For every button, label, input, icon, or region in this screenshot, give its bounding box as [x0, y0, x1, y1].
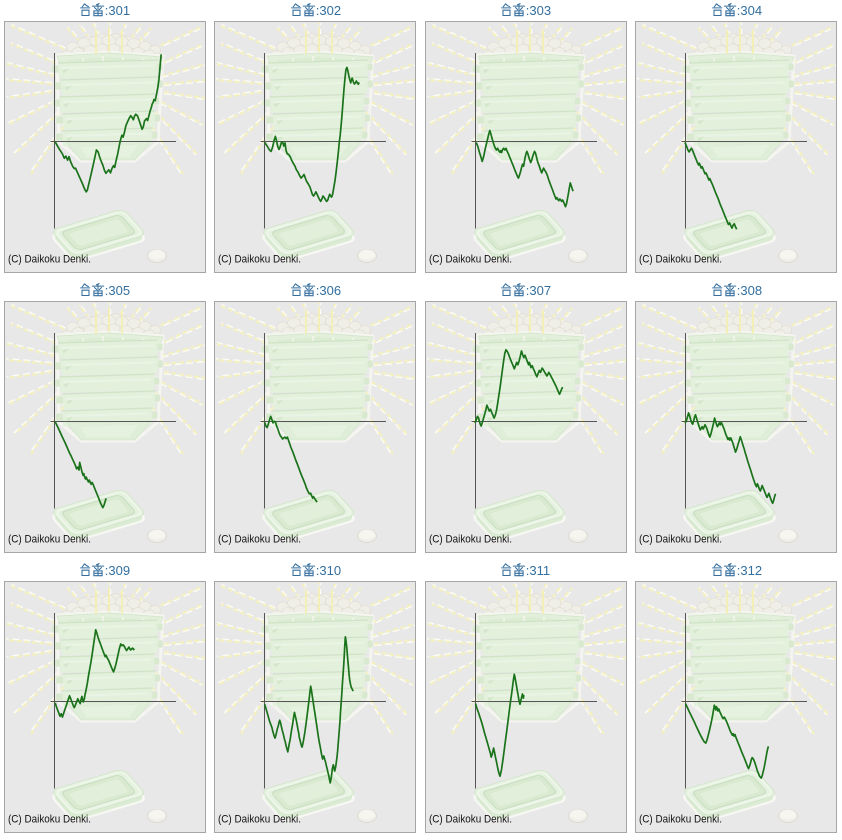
svg-text:(C) Daikoku Denki.: (C) Daikoku Denki.: [639, 534, 722, 546]
svg-text::310: :310: [316, 563, 341, 578]
svg-text::302: :302: [316, 3, 341, 18]
svg-text::312: :312: [737, 563, 762, 578]
svg-text::305: :305: [105, 283, 130, 298]
svg-text:(C) Daikoku Denki.: (C) Daikoku Denki.: [429, 534, 512, 546]
svg-text:(C) Daikoku Denki.: (C) Daikoku Denki.: [218, 254, 301, 266]
svg-text:(C) Daikoku Denki.: (C) Daikoku Denki.: [639, 814, 722, 826]
svg-text:(C) Daikoku Denki.: (C) Daikoku Denki.: [218, 534, 301, 546]
svg-text::311: :311: [526, 563, 550, 578]
svg-text:(C) Daikoku Denki.: (C) Daikoku Denki.: [8, 534, 91, 546]
svg-text:(C) Daikoku Denki.: (C) Daikoku Denki.: [8, 254, 91, 266]
svg-text::301: :301: [105, 3, 130, 18]
svg-text:(C) Daikoku Denki.: (C) Daikoku Denki.: [218, 814, 301, 826]
svg-text::308: :308: [737, 283, 762, 298]
svg-text:(C) Daikoku Denki.: (C) Daikoku Denki.: [429, 814, 512, 826]
svg-text:(C) Daikoku Denki.: (C) Daikoku Denki.: [429, 254, 512, 266]
svg-text::304: :304: [737, 3, 762, 18]
svg-text::303: :303: [526, 3, 551, 18]
svg-text:(C) Daikoku Denki.: (C) Daikoku Denki.: [8, 814, 91, 826]
svg-text:(C) Daikoku Denki.: (C) Daikoku Denki.: [639, 254, 722, 266]
svg-text::307: :307: [526, 283, 551, 298]
svg-text::306: :306: [316, 283, 341, 298]
svg-text::309: :309: [105, 563, 130, 578]
